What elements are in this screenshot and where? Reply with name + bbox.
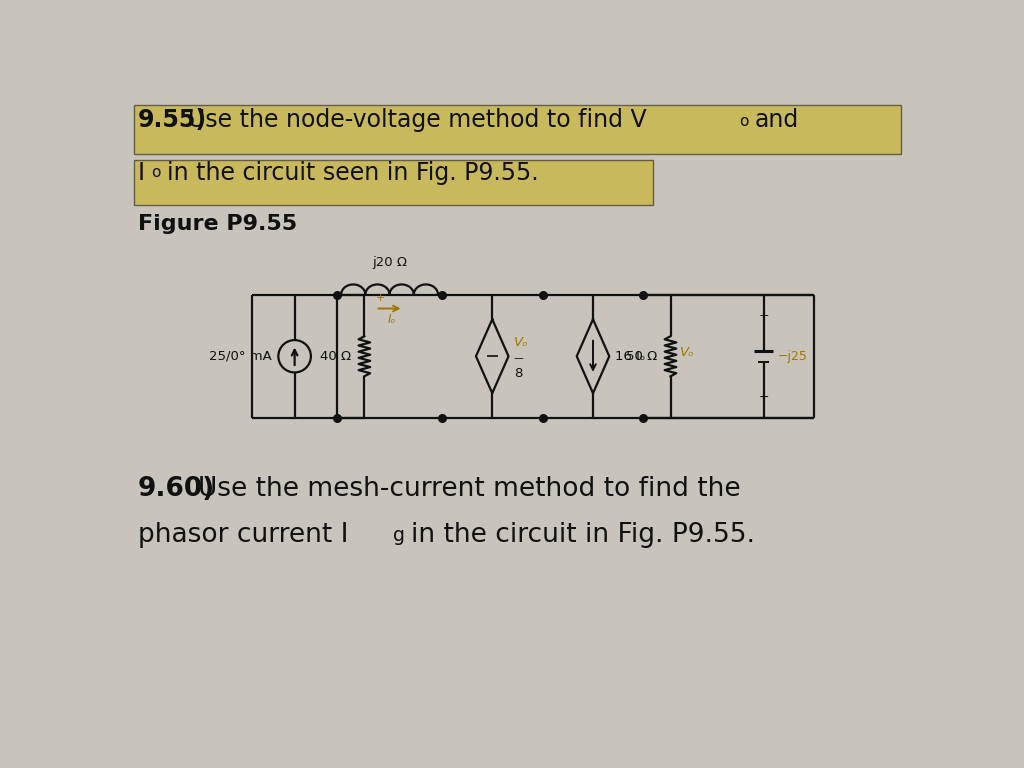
Text: 9.55): 9.55) bbox=[138, 108, 207, 132]
Text: Vₒ: Vₒ bbox=[680, 346, 694, 359]
Text: I: I bbox=[138, 161, 145, 185]
Text: —: — bbox=[514, 353, 523, 362]
Text: 16 Iₒ: 16 Iₒ bbox=[614, 349, 645, 362]
Text: 50 Ω: 50 Ω bbox=[626, 349, 657, 362]
Text: phasor current I: phasor current I bbox=[138, 521, 348, 548]
Text: Vₒ: Vₒ bbox=[514, 336, 528, 349]
Text: Iₒ: Iₒ bbox=[388, 313, 396, 326]
Text: and: and bbox=[755, 108, 799, 132]
Text: 8: 8 bbox=[514, 367, 522, 380]
Text: Figure P9.55: Figure P9.55 bbox=[138, 214, 297, 233]
Text: +: + bbox=[758, 309, 769, 322]
Text: Use the node-voltage method to find V: Use the node-voltage method to find V bbox=[188, 108, 647, 132]
Text: −j25: −j25 bbox=[777, 349, 807, 362]
Text: 25/0° mA: 25/0° mA bbox=[209, 349, 272, 362]
Text: g: g bbox=[393, 526, 406, 545]
Text: j20 Ω: j20 Ω bbox=[372, 257, 408, 270]
FancyBboxPatch shape bbox=[134, 160, 653, 204]
Text: o: o bbox=[738, 114, 749, 129]
Text: 9.60): 9.60) bbox=[138, 475, 215, 502]
FancyBboxPatch shape bbox=[134, 105, 901, 154]
Text: in the circuit seen in Fig. P9.55.: in the circuit seen in Fig. P9.55. bbox=[167, 161, 539, 185]
Text: +: + bbox=[376, 293, 385, 303]
Text: −: − bbox=[758, 391, 769, 404]
Text: o: o bbox=[152, 165, 161, 180]
Text: in the circuit in Fig. P9.55.: in the circuit in Fig. P9.55. bbox=[411, 521, 755, 548]
Text: Use the mesh-current method to find the: Use the mesh-current method to find the bbox=[198, 475, 740, 502]
Text: 40 Ω: 40 Ω bbox=[321, 349, 351, 362]
